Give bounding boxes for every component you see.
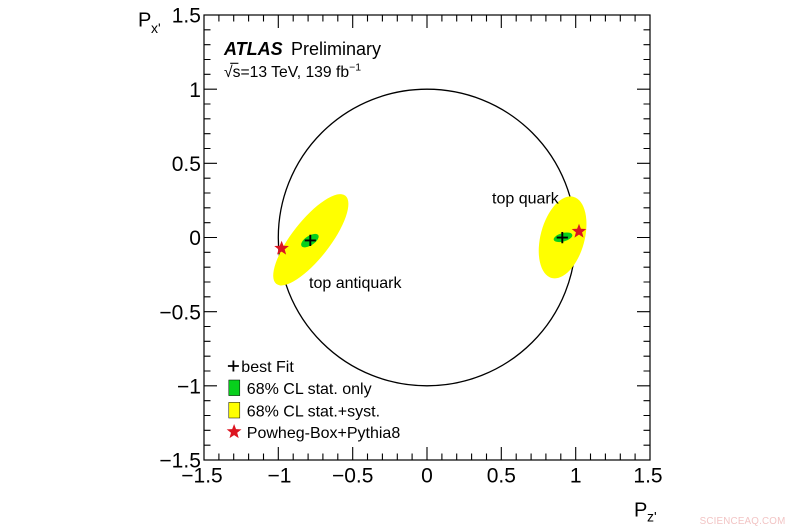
svg-text:−1: −1 — [268, 464, 292, 487]
svg-text:√s=13 TeV, 139 fb−1: √s=13 TeV, 139 fb−1 — [224, 61, 361, 81]
svg-text:1.5: 1.5 — [633, 464, 662, 487]
svg-text:SCIENCEAQ.COM: SCIENCEAQ.COM — [700, 516, 786, 527]
svg-text:top quark: top quark — [492, 191, 560, 208]
svg-text:0: 0 — [189, 227, 201, 250]
svg-text:x': x' — [151, 20, 161, 36]
svg-text:0.5: 0.5 — [172, 153, 201, 176]
svg-text:68% CL stat.+syst.: 68% CL stat.+syst. — [247, 404, 380, 421]
svg-text:Powheg-Box+Pythia8: Powheg-Box+Pythia8 — [247, 425, 401, 442]
svg-text:0.5: 0.5 — [487, 464, 516, 487]
svg-text:best Fit: best Fit — [241, 359, 294, 376]
svg-text:top antiquark: top antiquark — [309, 275, 403, 292]
svg-text:1: 1 — [189, 79, 201, 102]
svg-text:P: P — [634, 499, 647, 521]
svg-text:ATLAS: ATLAS — [223, 39, 283, 59]
svg-text:Preliminary: Preliminary — [291, 39, 381, 59]
svg-text:68% CL stat. only: 68% CL stat. only — [247, 381, 372, 398]
svg-text:−1.5: −1.5 — [181, 464, 222, 487]
svg-text:−0.5: −0.5 — [332, 464, 373, 487]
svg-text:1.5: 1.5 — [172, 5, 201, 28]
svg-text:−1: −1 — [177, 375, 201, 398]
svg-text:z': z' — [647, 509, 657, 525]
svg-text:−0.5: −0.5 — [159, 301, 200, 324]
svg-text:−1.5: −1.5 — [159, 450, 200, 473]
svg-text:P: P — [138, 10, 151, 32]
svg-text:0: 0 — [421, 464, 433, 487]
svg-text:1: 1 — [570, 464, 582, 487]
